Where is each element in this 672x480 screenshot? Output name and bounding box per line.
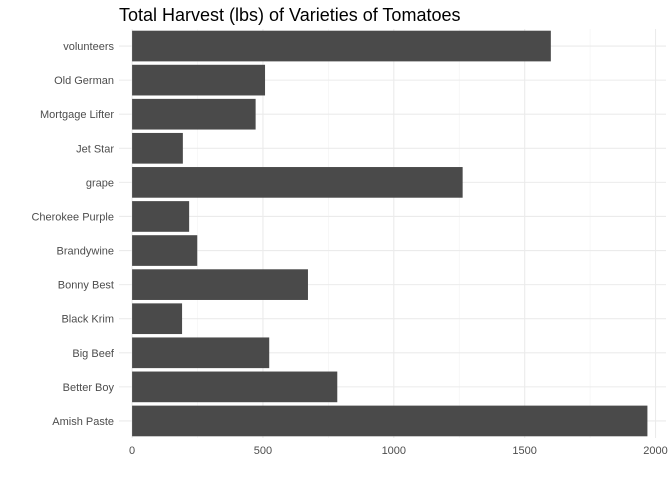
y-tick-label: Big Beef [72, 348, 115, 360]
chart-title: Total Harvest (lbs) of Varieties of Toma… [119, 5, 460, 25]
y-tick-label: Jet Star [76, 143, 114, 155]
x-tick-label: 0 [129, 445, 135, 457]
bar-amish-paste [132, 405, 648, 437]
bar-brandywine [132, 235, 198, 266]
x-tick-label: 500 [254, 445, 272, 457]
y-tick-label: Amish Paste [52, 416, 114, 428]
bar-cherokee-purple [132, 201, 190, 232]
y-tick-label: Black Krim [61, 314, 114, 326]
y-tick-label: grape [86, 177, 114, 189]
y-tick-label: Bonny Best [58, 280, 114, 292]
y-tick-label: Mortgage Lifter [40, 109, 114, 121]
y-tick-label: Brandywine [57, 246, 114, 258]
bar-big-beef [132, 337, 270, 369]
bar-better-boy [132, 371, 338, 403]
bar-old-german [132, 64, 266, 96]
x-tick-label: 2000 [643, 445, 667, 457]
y-tick-label: volunteers [63, 41, 114, 53]
bar-jet-star [132, 132, 183, 164]
y-tick-label: Cherokee Purple [31, 211, 114, 223]
x-tick-label: 1000 [382, 445, 406, 457]
bar-bonny-best [132, 269, 308, 300]
bar-volunteers [132, 30, 551, 62]
y-axis-labels: Amish Paste Better Boy Big Beef Black Krim B… [31, 41, 114, 428]
y-tick-label: Old German [54, 75, 114, 87]
y-tick-label: Better Boy [63, 382, 115, 394]
x-axis-labels: 0 500 1000 1500 2000 [129, 445, 668, 457]
x-tick-label: 1500 [512, 445, 536, 457]
bar-grape [132, 167, 463, 198]
bar-black-krim [132, 303, 183, 335]
bar-mortgage-lifter [132, 98, 256, 130]
bars-group [132, 30, 648, 437]
